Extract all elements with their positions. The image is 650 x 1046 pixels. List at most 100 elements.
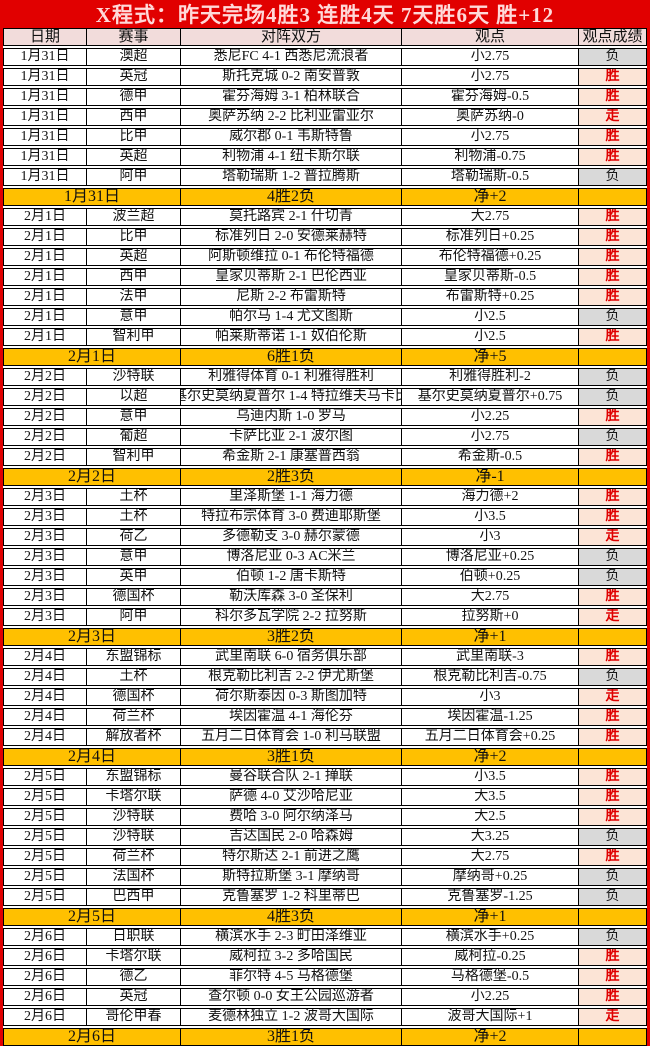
date-cell: 1月31日 bbox=[3, 88, 87, 106]
match-row: 2月2日 以超 基尔史莫纳夏普尔 1-4 特拉维夫马卡比 基尔史莫纳夏普尔+0.75 负 bbox=[3, 388, 647, 406]
date-cell: 2月1日 bbox=[3, 268, 87, 286]
opinion-cell: 霍芬海姆-0.5 bbox=[402, 88, 579, 106]
summary-record-cell: 2胜3负 bbox=[181, 468, 402, 486]
league-cell: 西甲 bbox=[87, 108, 181, 126]
opinion-cell: 大3.25 bbox=[402, 828, 579, 846]
match-cell: 斯托克城 0-2 南安普敦 bbox=[181, 68, 402, 86]
league-cell: 德甲 bbox=[87, 88, 181, 106]
match-row: 2月1日 比甲 标准列日 2-0 安德莱赫特 标准列日+0.25 胜 bbox=[3, 228, 647, 246]
day-summary-row: 2月1日 6胜1负 净+5 bbox=[3, 348, 647, 366]
date-cell: 2月5日 bbox=[3, 848, 87, 866]
result-cell: 胜 bbox=[579, 768, 647, 786]
date-cell: 2月6日 bbox=[3, 1008, 87, 1026]
summary-result-cell bbox=[579, 748, 647, 766]
date-cell: 2月5日 bbox=[3, 868, 87, 886]
match-cell: 吉达国民 2-0 哈森姆 bbox=[181, 828, 402, 846]
league-cell: 阿甲 bbox=[87, 168, 181, 186]
league-cell: 土杯 bbox=[87, 668, 181, 686]
match-row: 2月6日 卡塔尔联 威柯拉 3-2 多哈国民 威柯拉-0.25 胜 bbox=[3, 948, 647, 966]
opinion-cell: 博洛尼亚+0.25 bbox=[402, 548, 579, 566]
result-cell: 胜 bbox=[579, 88, 647, 106]
result-cell: 负 bbox=[579, 168, 647, 186]
summary-record-cell: 4胜2负 bbox=[181, 188, 402, 206]
column-header-opinion: 观点 bbox=[402, 28, 579, 46]
day-summary-row: 1月31日 4胜2负 净+2 bbox=[3, 188, 647, 206]
league-cell: 东盟锦标 bbox=[87, 768, 181, 786]
table-body: 1月31日 澳超 悉尼FC 4-1 西悉尼流浪者 小2.75 负 1月31日 英冠 斯托克城 … bbox=[3, 48, 647, 1046]
match-cell: 荷尔斯泰因 0-3 斯图加特 bbox=[181, 688, 402, 706]
match-row: 1月31日 西甲 奥萨苏纳 2-2 比利亚雷亚尔 奥萨苏纳-0 走 bbox=[3, 108, 647, 126]
opinion-cell: 根克勒比利吉-0.75 bbox=[402, 668, 579, 686]
opinion-cell: 小2.75 bbox=[402, 128, 579, 146]
league-cell: 巴西甲 bbox=[87, 888, 181, 906]
match-cell: 五月二日体育会 1-0 利马联盟 bbox=[181, 728, 402, 746]
column-header-result: 观点成绩 bbox=[579, 28, 647, 46]
match-row: 2月2日 沙特联 利雅得体育 0-1 利雅得胜利 利雅得胜利-2 负 bbox=[3, 368, 647, 386]
league-cell: 阿甲 bbox=[87, 608, 181, 626]
match-cell: 麦德林独立 1-2 波哥大国际 bbox=[181, 1008, 402, 1026]
summary-date-cell: 1月31日 bbox=[3, 188, 181, 206]
summary-net-cell: 净+2 bbox=[402, 1028, 579, 1046]
result-cell: 胜 bbox=[579, 128, 647, 146]
summary-date-cell: 2月5日 bbox=[3, 908, 181, 926]
date-cell: 1月31日 bbox=[3, 128, 87, 146]
match-cell: 横滨水手 2-3 町田泽维亚 bbox=[181, 928, 402, 946]
summary-result-cell bbox=[579, 348, 647, 366]
match-row: 2月4日 荷兰杯 埃因霍温 4-1 海伦芬 埃因霍温-1.25 胜 bbox=[3, 708, 647, 726]
result-cell: 胜 bbox=[579, 988, 647, 1006]
date-cell: 2月6日 bbox=[3, 948, 87, 966]
opinion-cell: 基尔史莫纳夏普尔+0.75 bbox=[402, 388, 579, 406]
opinion-cell: 大3.5 bbox=[402, 788, 579, 806]
match-row: 2月2日 葡超 卡萨比亚 2-1 波尔图 小2.75 负 bbox=[3, 428, 647, 446]
result-cell: 胜 bbox=[579, 728, 647, 746]
match-row: 2月3日 德国杯 勒沃库森 3-0 圣保利 大2.75 胜 bbox=[3, 588, 647, 606]
result-cell: 胜 bbox=[579, 268, 647, 286]
match-cell: 克鲁塞罗 1-2 科里蒂巴 bbox=[181, 888, 402, 906]
date-cell: 2月3日 bbox=[3, 548, 87, 566]
opinion-cell: 小2.25 bbox=[402, 988, 579, 1006]
opinion-cell: 小3 bbox=[402, 528, 579, 546]
match-row: 2月3日 土杯 特拉布宗体育 3-0 费迪耶斯堡 小3.5 胜 bbox=[3, 508, 647, 526]
league-cell: 以超 bbox=[87, 388, 181, 406]
match-row: 2月1日 智利甲 帕莱斯蒂诺 1-1 奴伯伦斯 小2.5 胜 bbox=[3, 328, 647, 346]
date-cell: 2月6日 bbox=[3, 968, 87, 986]
match-row: 2月1日 西甲 皇家贝蒂斯 2-1 巴伦西亚 皇家贝蒂斯-0.5 胜 bbox=[3, 268, 647, 286]
match-cell: 霍芬海姆 3-1 柏林联合 bbox=[181, 88, 402, 106]
result-cell: 走 bbox=[579, 528, 647, 546]
result-cell: 负 bbox=[579, 48, 647, 66]
match-cell: 科尔多瓦学院 2-2 拉努斯 bbox=[181, 608, 402, 626]
match-cell: 奥萨苏纳 2-2 比利亚雷亚尔 bbox=[181, 108, 402, 126]
match-cell: 查尔顿 0-0 女王公园巡游者 bbox=[181, 988, 402, 1006]
day-summary-row: 2月6日 3胜1负 净+2 bbox=[3, 1028, 647, 1046]
match-cell: 勒沃库森 3-0 圣保利 bbox=[181, 588, 402, 606]
date-cell: 2月1日 bbox=[3, 328, 87, 346]
match-row: 2月1日 法甲 尼斯 2-2 布雷斯特 布雷斯特+0.25 胜 bbox=[3, 288, 647, 306]
league-cell: 英冠 bbox=[87, 68, 181, 86]
result-cell: 胜 bbox=[579, 948, 647, 966]
result-cell: 负 bbox=[579, 388, 647, 406]
result-cell: 胜 bbox=[579, 228, 647, 246]
match-row: 2月6日 哥伦甲春 麦德林独立 1-2 波哥大国际 波哥大国际+1 走 bbox=[3, 1008, 647, 1026]
date-cell: 2月6日 bbox=[3, 928, 87, 946]
result-cell: 负 bbox=[579, 888, 647, 906]
summary-result-cell bbox=[579, 628, 647, 646]
result-cell: 胜 bbox=[579, 208, 647, 226]
league-cell: 法甲 bbox=[87, 288, 181, 306]
match-row: 2月5日 法国杯 斯特拉斯堡 3-1 摩纳哥 摩纳哥+0.25 负 bbox=[3, 868, 647, 886]
match-row: 2月3日 阿甲 科尔多瓦学院 2-2 拉努斯 拉努斯+0 走 bbox=[3, 608, 647, 626]
page-title: X程式：昨天完场4胜3 连胜4天 7天胜6天 胜+12 bbox=[95, 3, 555, 27]
match-cell: 萨德 4-0 艾沙哈尼亚 bbox=[181, 788, 402, 806]
match-row: 2月1日 意甲 帕尔马 1-4 尤文图斯 小2.5 负 bbox=[3, 308, 647, 326]
result-cell: 胜 bbox=[579, 848, 647, 866]
date-cell: 2月2日 bbox=[3, 448, 87, 466]
result-cell: 胜 bbox=[579, 708, 647, 726]
result-cell: 负 bbox=[579, 928, 647, 946]
opinion-cell: 大2.5 bbox=[402, 808, 579, 826]
match-row: 2月3日 土杯 里泽斯堡 1-1 海力德 海力德+2 胜 bbox=[3, 488, 647, 506]
match-cell: 帕尔马 1-4 尤文图斯 bbox=[181, 308, 402, 326]
league-cell: 意甲 bbox=[87, 548, 181, 566]
opinion-cell: 小3.5 bbox=[402, 508, 579, 526]
summary-record-cell: 4胜3负 bbox=[181, 908, 402, 926]
opinion-cell: 小2.5 bbox=[402, 328, 579, 346]
